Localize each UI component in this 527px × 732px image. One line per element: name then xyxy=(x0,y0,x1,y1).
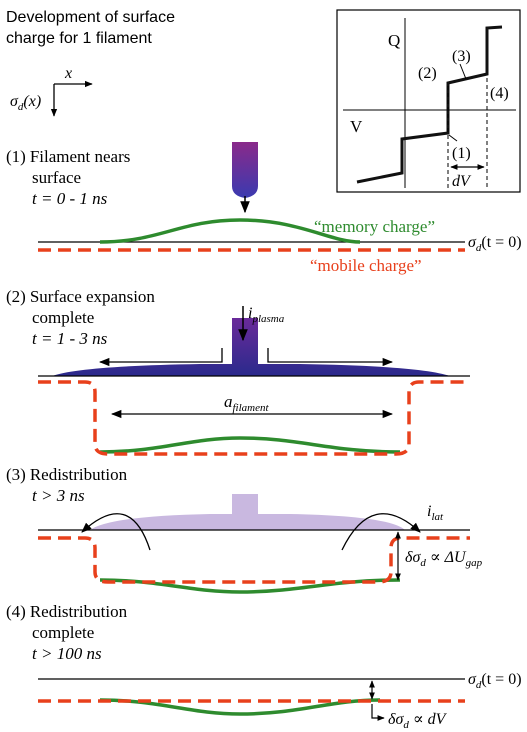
stage-3-plasma-faded xyxy=(90,494,405,530)
title-line-1: Development of surface xyxy=(6,9,175,26)
stage-1-title-line-1: (1) Filament nears xyxy=(6,147,130,166)
mobile-charge-label: “mobile charge” xyxy=(310,256,422,275)
stage-3-time: t > 3 ns xyxy=(32,486,85,505)
stage-1: (1) Filament nears surface t = 0 - 1 ns “… xyxy=(6,142,522,275)
stage-1-memory-charge xyxy=(99,218,361,244)
stage-4-memory-charge xyxy=(99,698,381,716)
qv-point-3: (3) xyxy=(452,48,471,65)
stage-4: (4) Redistribution complete t > 100 ns σd… xyxy=(6,602,522,731)
stage-4-sigma-ref: σd(t = 0) xyxy=(468,671,522,691)
dv-label: dV xyxy=(452,173,472,190)
sigma-axis-label: σd(x) xyxy=(10,93,41,113)
q-label: Q xyxy=(388,31,400,50)
stage-2-title-line-1: (2) Surface expansion xyxy=(6,287,155,306)
qv-point-1: (1) xyxy=(452,145,471,162)
delta-sigma-dv-label: δσd ∝ dV xyxy=(388,711,448,731)
i-lat-label: ilat xyxy=(427,503,444,523)
stage-4-time: t > 100 ns xyxy=(32,644,102,663)
v-label: V xyxy=(350,117,363,136)
qv-point-4: (4) xyxy=(490,85,509,102)
spread-arrow-right xyxy=(267,348,394,367)
a-filament-label: afilament xyxy=(224,392,269,414)
stage-3: (3) Redistribution t > 3 ns ilat δσd ∝ ΔU… xyxy=(6,465,483,594)
title-line-2: charge for 1 filament xyxy=(6,30,152,47)
stage-1-time: t = 0 - 1 ns xyxy=(32,189,108,208)
stage-1-title-line-2: surface xyxy=(32,168,81,187)
stage-3-mobile-charge xyxy=(38,536,470,584)
stage-2-time: t = 1 - 3 ns xyxy=(32,329,108,348)
i-plasma-label: iplasma xyxy=(248,305,285,325)
stage-2-title-line-2: complete xyxy=(32,308,94,327)
lateral-current-right xyxy=(341,513,421,551)
delta-sigma-leader-4 xyxy=(371,704,385,721)
qv-inset: Q V dV (2) (3) (4) (1) xyxy=(336,9,521,193)
stage-3-title-line-1: (3) Redistribution xyxy=(6,465,128,484)
stage-2-memory-charge xyxy=(99,436,401,454)
stage-1-sigma-ref: σd(t = 0) xyxy=(468,234,522,254)
memory-charge-label: “memory charge” xyxy=(314,217,435,236)
stage-4-title-line-2: complete xyxy=(32,623,94,642)
lateral-current-left xyxy=(81,513,151,551)
delta-sigma-gap-label: δσd ∝ ΔUgap xyxy=(405,549,483,569)
qv-point-2: (2) xyxy=(418,65,437,82)
spread-arrow-left xyxy=(98,348,223,367)
stage-2-plasma xyxy=(52,318,450,376)
axis-x-label: x xyxy=(64,65,72,82)
stage-4-title-line-1: (4) Redistribution xyxy=(6,602,128,621)
filament-column xyxy=(232,142,258,198)
stage-2: (2) Surface expansion complete t = 1 - 3 … xyxy=(6,287,470,456)
axes-glyph: x σd(x) xyxy=(10,65,93,117)
stage-2-mobile-charge xyxy=(38,380,470,456)
